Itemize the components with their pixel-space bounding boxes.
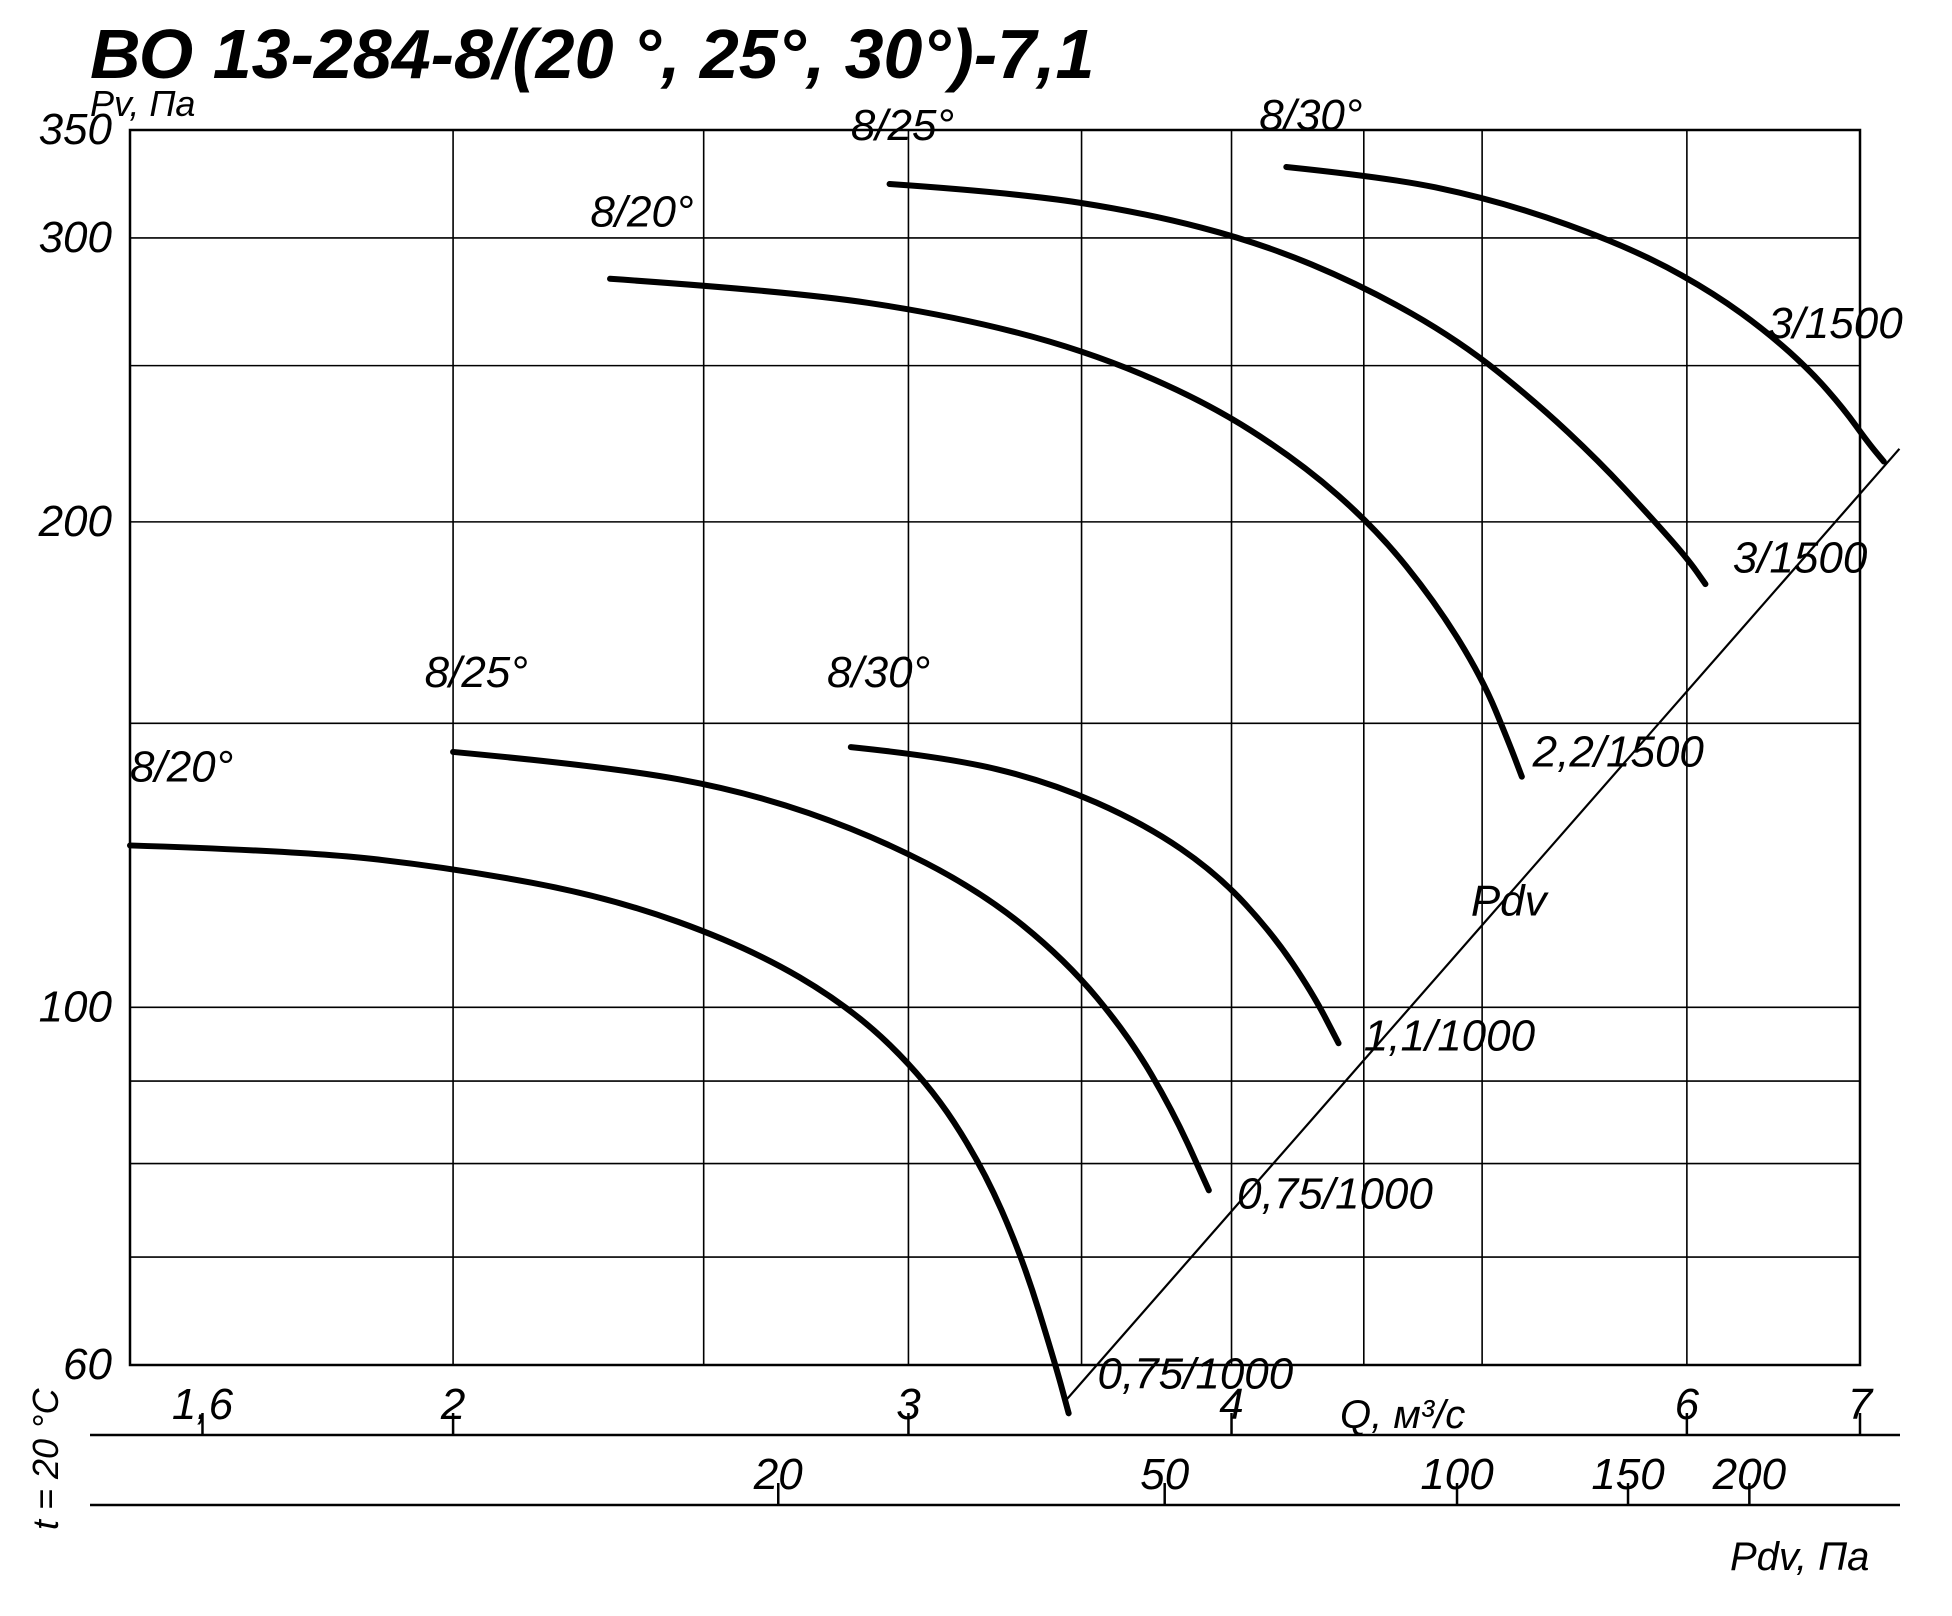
x-tick-label-pdv: 50 [1140,1450,1189,1499]
curve-label: 8/20° [130,743,233,792]
curve-end-label: 1,1/1000 [1364,1012,1536,1061]
curve-lower-8-25 [453,752,1209,1190]
chart-svg: ВО 13-284-8/(20 °, 25°, 30°)-7,160100200… [0,0,1952,1616]
curve-end-label: 0,75/1000 [1097,1350,1293,1399]
curve-end-label: 3/1500 [1733,534,1868,583]
y-tick-label: 100 [39,982,113,1031]
temperature-label: t = 20 °C [25,1388,66,1530]
x-axis-pdv-label: Pdv, Па [1730,1535,1869,1579]
y-tick-label: 200 [38,497,113,546]
curve-upper-8-25 [890,184,1706,584]
curve-label: 8/20° [590,187,693,236]
fan-performance-chart: ВО 13-284-8/(20 °, 25°, 30°)-7,160100200… [0,0,1952,1616]
x-tick-label-q: 1,6 [172,1380,234,1429]
y-tick-label: 300 [39,213,113,262]
curve-end-label: 2,2/1500 [1532,728,1705,777]
x-tick-label-q: 7 [1848,1380,1874,1429]
chart-title: ВО 13-284-8/(20 °, 25°, 30°)-7,1 [90,15,1094,93]
x-tick-label-q: 6 [1675,1380,1700,1429]
pdv-label: Pdv [1471,877,1550,926]
y-tick-label: 60 [63,1340,112,1389]
x-tick-label-pdv: 200 [1712,1450,1787,1499]
x-tick-label-q: 2 [440,1380,465,1429]
y-axis-label: Pv, Па [90,83,195,124]
curve-end-label: 0,75/1000 [1237,1170,1433,1219]
x-tick-label-pdv: 20 [753,1450,803,1499]
curve-label: 8/30° [1259,91,1362,140]
x-tick-label-pdv: 100 [1420,1450,1494,1499]
curve-label: 8/25° [425,648,528,697]
x-tick-label-pdv: 150 [1591,1450,1665,1499]
curve-upper-8-20 [610,279,1522,777]
x-axis-q-label: Q, м³/c [1340,1393,1465,1437]
curve-label: 8/25° [851,101,954,150]
curve-lower-8-20 [130,845,1069,1413]
x-tick-label-q: 3 [896,1380,921,1429]
curve-label: 8/30° [827,648,930,697]
curve-end-label: 3/1500 [1768,299,1903,348]
